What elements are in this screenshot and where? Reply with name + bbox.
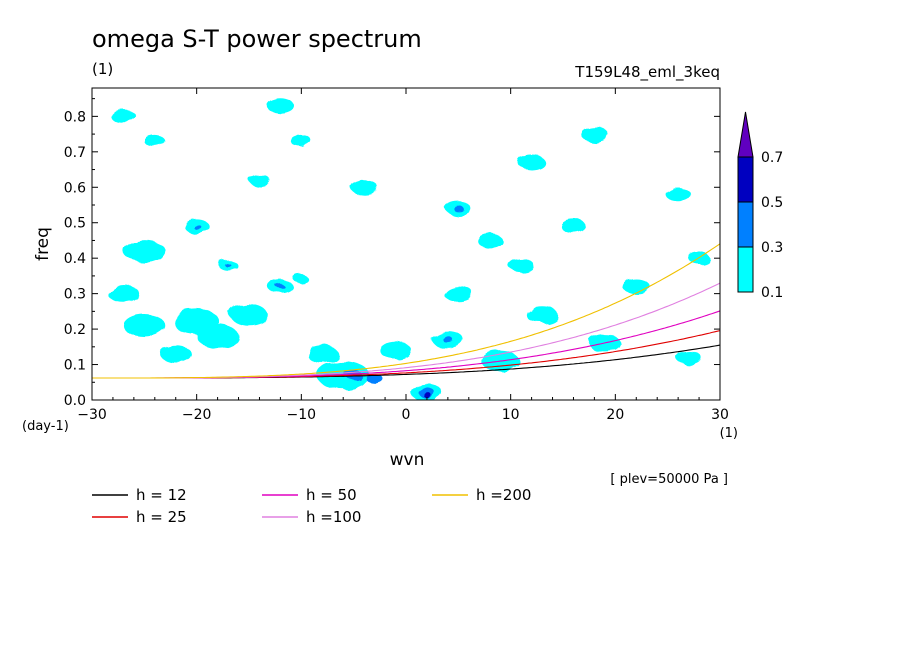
contour-patch-8 bbox=[230, 304, 268, 326]
x-axis-units: (1) bbox=[720, 426, 738, 441]
y-tick-label: 0.7 bbox=[64, 145, 86, 161]
y-tick-label: 0.8 bbox=[64, 109, 86, 125]
y-tick-label: 0.4 bbox=[64, 251, 86, 267]
contour-fill-layer bbox=[107, 98, 710, 400]
contour-patch-1 bbox=[144, 135, 166, 147]
x-tick-label: −30 bbox=[77, 407, 107, 423]
contour-patch-0 bbox=[110, 109, 136, 124]
colorbar-label: 0.5 bbox=[761, 195, 783, 211]
contour-patch-23 bbox=[350, 179, 378, 195]
contour-patch-37 bbox=[526, 306, 558, 324]
legend-label-h12: h = 12 bbox=[136, 486, 187, 504]
colorbar-label: 0.1 bbox=[761, 285, 783, 301]
x-axis-label: wvn bbox=[390, 450, 425, 470]
x-tick-label: 0 bbox=[402, 407, 411, 423]
legend-label-h100: h =100 bbox=[306, 508, 361, 526]
legend-label-h50: h = 50 bbox=[306, 486, 357, 504]
contour-patch-36 bbox=[517, 154, 546, 170]
x-tick-label: −20 bbox=[182, 407, 212, 423]
contour-patch-5 bbox=[160, 345, 192, 363]
contour-patch-22 bbox=[266, 98, 295, 114]
contour-patch-41 bbox=[622, 279, 650, 295]
legend-label-h200: h =200 bbox=[476, 486, 531, 504]
contour-patch-3 bbox=[107, 285, 140, 303]
dispersion-curve-h200 bbox=[92, 243, 720, 379]
legend: h = 12 h = 25 h = 50 h =100 h =200 bbox=[92, 486, 531, 526]
x-tick-label: 30 bbox=[711, 407, 729, 423]
colorbar-label: 0.3 bbox=[761, 240, 783, 256]
contour-patch-32 bbox=[443, 285, 473, 302]
contour-patch-7 bbox=[196, 324, 239, 348]
x-tick-label: 20 bbox=[606, 407, 624, 423]
x-tick-label: 10 bbox=[502, 407, 520, 423]
contour-patch-2 bbox=[123, 239, 166, 263]
contour-patch-43 bbox=[676, 350, 702, 365]
dispersion-curve-layer bbox=[92, 243, 720, 379]
y-tick-label: 0.1 bbox=[64, 358, 86, 374]
y-tick-label: 0.6 bbox=[64, 180, 86, 196]
y-axis-label: freq bbox=[33, 227, 53, 261]
contour-patch-4 bbox=[123, 314, 166, 338]
chart-title: omega S-T power spectrum bbox=[92, 25, 422, 53]
contour-patch-12 bbox=[224, 263, 232, 267]
y-tick-label: 0.5 bbox=[64, 216, 86, 232]
contour-patch-42 bbox=[665, 187, 691, 202]
colorbar: 0.1 0.3 0.5 0.7 bbox=[737, 111, 783, 301]
colorbar-segment bbox=[737, 201, 754, 248]
contour-patch-33 bbox=[477, 233, 503, 248]
axis-tick-layer: −30 −20 −10 0 10 20 30 0.0 0.1 0.2 0.3 0.4 0.5 0.6 0.7… bbox=[64, 88, 729, 423]
contour-patch-24 bbox=[379, 341, 412, 359]
y-tick-label: 0.2 bbox=[64, 322, 86, 338]
contour-patch-31 bbox=[453, 205, 464, 212]
contour-patch-18 bbox=[306, 345, 338, 363]
colorbar-extend-arrow bbox=[737, 111, 754, 158]
x-tick-label: −10 bbox=[287, 407, 317, 423]
chart-subtitle-left: (1) bbox=[92, 60, 113, 78]
y-tick-label: 0.3 bbox=[64, 287, 86, 303]
legend-label-h25: h = 25 bbox=[136, 508, 187, 526]
contour-patch-10 bbox=[192, 223, 201, 229]
colorbar-segment bbox=[737, 156, 754, 203]
contour-patch-29 bbox=[442, 336, 454, 343]
y-axis-units: (day-1) bbox=[22, 419, 69, 434]
colorbar-segment bbox=[737, 246, 754, 293]
contour-patch-14 bbox=[276, 284, 285, 289]
contour-patch-16 bbox=[249, 174, 270, 186]
contour-patch-39 bbox=[580, 126, 609, 142]
contour-patch-15 bbox=[294, 275, 309, 284]
contour-patch-17 bbox=[290, 135, 312, 147]
contour-patch-21 bbox=[366, 374, 383, 384]
contour-patch-35 bbox=[508, 258, 534, 273]
chart-subtitle-right: T159L48_eml_3keq bbox=[574, 63, 720, 82]
contour-patch-27 bbox=[422, 392, 432, 397]
level-annotation: [ plev=50000 Pa ] bbox=[610, 472, 728, 487]
colorbar-label: 0.7 bbox=[761, 150, 783, 166]
contour-patch-38 bbox=[560, 219, 587, 234]
y-tick-label: 0.0 bbox=[64, 393, 86, 409]
